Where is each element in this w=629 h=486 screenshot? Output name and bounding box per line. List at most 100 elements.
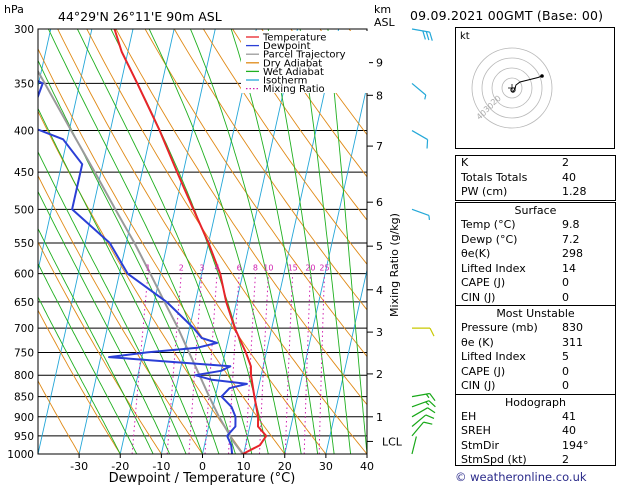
most-unstable-value: 0 [562,364,569,378]
wind-barb-flag [429,31,433,41]
hodograph-param-row: StmSpd (kt) 2 [456,453,615,468]
most-unstable-value: 830 [562,321,583,334]
chart-axes: 3003504004505005506006507007508008509009… [7,24,403,473]
wind-barbs [411,28,436,455]
surface-label: Dewp (°C) [461,232,518,246]
wet-adiabat [38,227,154,454]
wind-barb-flag [425,414,435,420]
km-tick-label: 1 [376,411,383,424]
pressure-tick-label: 400 [14,126,34,138]
hodograph-table-title: Hodograph [456,393,615,410]
pressure-tick-label: 350 [14,78,34,90]
pressure-tick-label: 450 [14,167,34,179]
temp-tick-label: 0 [199,460,206,473]
wet-adiabat [38,296,121,454]
wind-barb [412,327,435,337]
pressure-tick-label: 600 [14,269,34,281]
dewpoint-line [38,79,248,454]
isotherm-line [0,29,10,454]
mixing-ratio-line [259,273,269,454]
wind-barb-flag [423,421,433,425]
km-tick-label: 7 [376,140,383,153]
wet-adiabat [230,29,319,454]
most-unstable-value: 311 [562,335,583,349]
pressure-tick-label: 950 [14,431,34,443]
wind-barb-shaft [411,407,428,418]
most-unstable-value: 0 [562,379,569,392]
dry-adiabat [38,110,244,454]
hodograph-param-value: 2 [562,453,569,466]
mixing-ratio-line [284,273,294,454]
wind-barb [411,130,429,149]
most-unstable-row: CAPE (J) 0 [456,365,615,380]
mixing-ratio-label: 4 [215,264,220,273]
legend-label: Parcel Trajectory [263,50,346,61]
hodograph-trace [510,74,544,93]
mixing-ratio-labels: 1 2 3 4 6 8 10 15 20 25 [145,264,329,273]
surface-label: Temp (°C) [461,218,516,231]
pressure-tick-label: 650 [14,297,34,309]
wind-barb-shaft [411,82,427,96]
wind-barb-flag [422,30,426,40]
temperature-line [113,29,268,454]
pressure-tick-label: 550 [14,238,34,250]
surface-row: Temp (°C) 9.8 [456,218,615,233]
hodograph-param-label: StmDir [461,438,500,452]
hodograph-frame [455,27,615,149]
most-unstable-row: Pressure (mb) 830 [456,321,615,336]
wind-barb-shaft [411,436,417,455]
parcel-trajectory-line [38,69,244,454]
mixing-ratio-label: 20 [305,264,315,273]
legend-label: Dewpoint [263,41,311,52]
wind-barb-flag [429,327,435,337]
index-value: 1.28 [562,185,587,198]
wind-barb [411,28,433,41]
wind-barb-half-flag [424,94,427,100]
surface-value: 0 [562,276,569,289]
mixing-ratio-label: 10 [263,264,273,273]
hodograph-end-dot [540,74,544,78]
most-unstable-label: Lifted Index [461,350,526,363]
hodograph-param-label: StmSpd (kt) [461,453,527,466]
mixing-ratio-label: 6 [237,264,242,273]
surface-value: 9.8 [562,218,580,231]
most-unstable-value: 5 [562,350,569,363]
isotherm-line [325,267,367,454]
wet-adiabat [267,29,335,454]
wind-barb-half-flag [425,401,430,406]
hodograph-param-label: EH [461,409,477,423]
mixing-ratio-label: 2 [179,264,184,273]
wet-adiabat [327,29,367,454]
temp-tick-label: 10 [237,460,251,473]
temp-tick-label: -10 [152,460,170,473]
hodograph-ring [471,47,553,129]
legend-label: Isotherm [263,76,307,87]
temp-tick-label: -20 [111,460,129,473]
most-unstable-label: θe (K) [461,335,494,349]
most-unstable-row: CIN (J) 0 [456,379,615,394]
most-unstable-label: CAPE (J) [461,364,506,378]
dry-adiabat [38,47,286,454]
storm-motion-marker [510,87,516,93]
surface-row: Dewp (°C) 7.2 [456,233,615,248]
chart-series [38,29,268,454]
pressure-tick-label: 500 [14,204,34,216]
most-unstable-title: Most Unstable [456,305,615,321]
hodograph-param-value: 40 [562,424,576,437]
index-value: 2 [562,156,569,169]
dry-adiabat [38,379,80,454]
wind-barb [411,421,433,437]
wind-barb-flag [427,407,436,414]
dry-adiabat [86,29,367,454]
hodograph-param-label: SREH [461,424,491,437]
surface-value: 298 [562,247,583,260]
asl-label: ASL [374,16,396,29]
pressure-tick-label: 800 [14,370,34,382]
surface-row: CAPE (J) 0 [456,276,615,291]
legend-label: Mixing Ratio [263,84,325,95]
wet-adiabat [38,107,203,454]
surface-value: 0 [562,290,569,304]
km-label: km [374,3,391,16]
